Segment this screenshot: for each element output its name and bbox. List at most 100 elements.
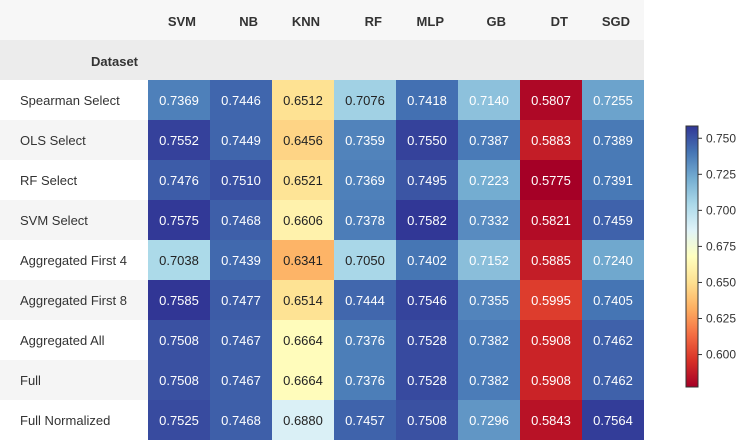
cell-value: 0.7528 [407,333,447,348]
cell-value: 0.7467 [221,333,261,348]
heatmap-cell [210,360,272,400]
heatmap-cell [520,360,582,400]
cell-value: 0.5883 [531,133,571,148]
heatmap-cell [210,280,272,320]
heatmap-cell [582,400,644,440]
row-label: Spearman Select [20,93,120,108]
heatmap-cell [334,360,396,400]
cell-value: 0.5885 [531,253,571,268]
heatmap-cell [148,280,210,320]
heatmap-cell [210,80,272,120]
cell-value: 0.7152 [469,253,509,268]
heatmap-cell [396,320,458,360]
cell-value: 0.7355 [469,293,509,308]
row-label: SVM Select [20,213,88,228]
cell-value: 0.7582 [407,213,447,228]
heatmap-cell [334,120,396,160]
cell-value: 0.7467 [221,373,261,388]
heatmap-cell [458,360,520,400]
colorbar-tick-label: 0.725 [706,167,736,181]
heatmap-cell [396,280,458,320]
cell-value: 0.7546 [407,293,447,308]
heatmap-cell [272,240,334,280]
row-label: Aggregated First 8 [20,293,127,308]
cell-value: 0.7405 [593,293,633,308]
cell-value: 0.7525 [159,413,199,428]
heatmap-cell [148,360,210,400]
heatmap-cell [148,200,210,240]
cell-value: 0.7140 [469,93,509,108]
heatmap-cell [272,80,334,120]
heatmap-cell [582,160,644,200]
heatmap-cell [520,200,582,240]
cell-value: 0.7457 [345,413,385,428]
cell-value: 0.5843 [531,413,571,428]
column-header-knn: KNN [292,14,320,29]
column-header-sgd: SGD [602,14,630,29]
heatmap-cell [520,320,582,360]
cell-value: 0.7418 [407,93,447,108]
row-label: OLS Select [20,133,86,148]
heatmap-cell [520,280,582,320]
heatmap-cell [582,120,644,160]
column-header-svm: SVM [168,14,196,29]
cell-value: 0.7050 [345,253,385,268]
cell-value: 0.7359 [345,133,385,148]
cell-value: 0.7240 [593,253,633,268]
row-label-bg [0,120,148,160]
heatmap-cell [272,360,334,400]
column-header-dt: DT [551,14,568,29]
cell-value: 0.6880 [283,413,323,428]
heatmap-cell [582,80,644,120]
cell-value: 0.7376 [345,373,385,388]
heatmap-cell [458,280,520,320]
cell-value: 0.7387 [469,133,509,148]
heatmap-cell [396,360,458,400]
heatmap-cell [396,120,458,160]
heatmap-cell [210,240,272,280]
row-label: RF Select [20,173,77,188]
index-header-band [0,40,644,80]
cell-value: 0.7476 [159,173,199,188]
cell-value: 0.6664 [283,333,323,348]
cell-value: 0.5807 [531,93,571,108]
heatmap-cell [272,120,334,160]
cell-value: 0.7449 [221,133,261,148]
column-header-band [0,0,644,40]
cell-value: 0.7477 [221,293,261,308]
heatmap-cell [334,400,396,440]
cell-value: 0.7495 [407,173,447,188]
heatmap-cell [582,280,644,320]
colorbar-tick-label: 0.625 [706,312,736,326]
heatmap-cell [520,400,582,440]
heatmap-cell [458,320,520,360]
heatmap-cell [396,200,458,240]
cell-value: 0.5995 [531,293,571,308]
cell-value: 0.7038 [159,253,199,268]
heatmap-cell [520,120,582,160]
heatmap-cell [520,160,582,200]
heatmap-cell [272,280,334,320]
row-label-bg [0,200,148,240]
row-label-bg [0,80,148,120]
heatmap-cell [582,320,644,360]
row-label-bg [0,400,148,440]
cell-value: 0.7508 [159,333,199,348]
cell-value: 0.7468 [221,413,261,428]
heatmap-cell [210,200,272,240]
heatmap-cell [396,240,458,280]
heatmap-cell [334,280,396,320]
colorbar [685,125,699,388]
index-label: Dataset [91,54,139,69]
cell-value: 0.7378 [345,213,385,228]
heatmap-cell [210,160,272,200]
row-label: Aggregated First 4 [20,253,127,268]
row-label: Aggregated All [20,333,105,348]
heatmap-cell [458,240,520,280]
cell-value: 0.7462 [593,333,633,348]
heatmap-cell [272,320,334,360]
colorbar-tick-label: 0.650 [706,275,736,289]
cell-value: 0.7508 [407,413,447,428]
cell-value: 0.7223 [469,173,509,188]
